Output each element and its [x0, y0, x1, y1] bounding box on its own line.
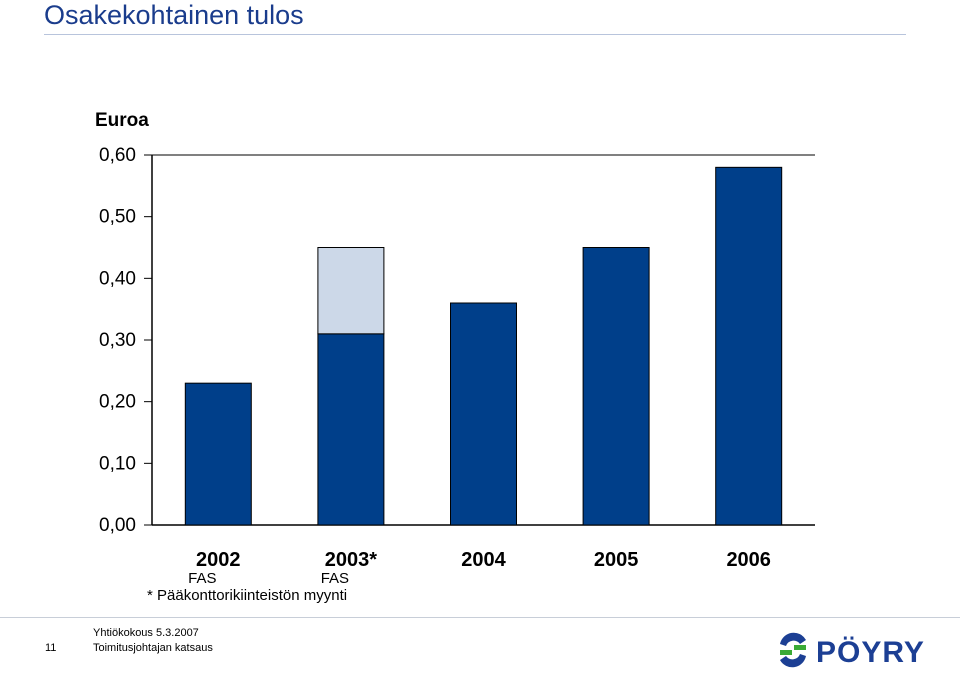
x-tick-label: 2002	[196, 549, 241, 571]
bar	[184, 382, 252, 526]
x-tick-label: 2006	[726, 549, 771, 571]
y-tick-labels: 0,00 0,10 0,20 0,30 0,40 0,50 0,60	[99, 145, 152, 536]
page-number: 11	[45, 642, 57, 654]
y-tick-label: 0,40	[99, 268, 136, 289]
footer-section: Toimitusjohtajan katsaus	[93, 642, 213, 654]
y-tick-label: 0,20	[99, 392, 136, 413]
poyry-logo-mark	[780, 632, 806, 668]
y-tick-label: 0,60	[99, 145, 136, 166]
bar-extra-segment	[317, 247, 385, 335]
bar	[582, 247, 650, 526]
x-tick-label: 2003*	[325, 549, 377, 571]
bar	[317, 333, 385, 526]
x-tick-sublabel: FAS	[321, 570, 349, 587]
x-tick-label: 2004	[461, 549, 506, 571]
y-tick-label: 0,00	[99, 515, 136, 536]
footnote: * Pääkonttorikiinteistön myynti	[147, 587, 347, 604]
eps-bar-chart: Euroa 0,000,100,200,300,400,500,60 2002F…	[95, 110, 815, 604]
y-axis-label: Euroa	[95, 110, 149, 131]
chart-bars	[184, 166, 783, 526]
y-tick-label: 0,30	[99, 330, 136, 351]
bar	[450, 302, 517, 526]
y-tick-label: 0,50	[99, 207, 136, 228]
bar	[715, 166, 783, 526]
footer-event: Yhtiökokous 5.3.2007	[93, 627, 199, 639]
footer-divider	[0, 617, 960, 618]
poyry-logo: PÖYRY	[780, 632, 925, 669]
poyry-logo-text: PÖYRY	[816, 636, 925, 669]
title-divider	[44, 34, 906, 35]
y-tick-label: 0,10	[99, 453, 136, 474]
slide-title: Osakekohtainen tulos	[44, 0, 304, 30]
x-tick-sublabel: FAS	[188, 570, 216, 587]
x-tick-label: 2005	[594, 549, 639, 571]
